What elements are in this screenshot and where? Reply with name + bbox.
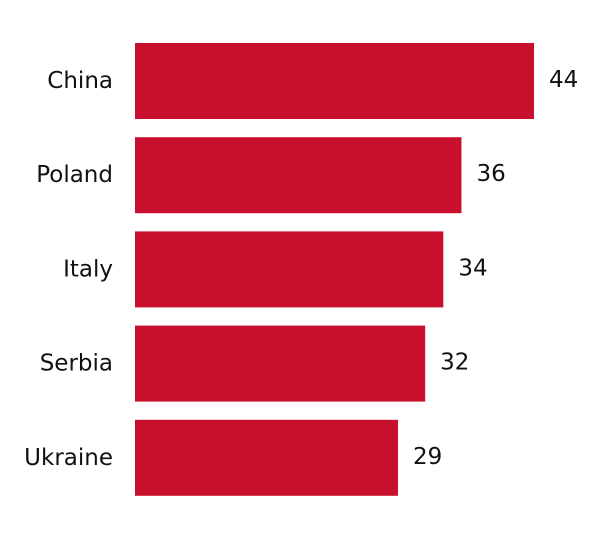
value-label-ukraine: 29 bbox=[413, 444, 442, 470]
category-label-china: China bbox=[47, 68, 113, 94]
bar-ukraine bbox=[135, 419, 398, 496]
value-labels: 44 36 34 32 29 bbox=[413, 67, 578, 470]
bar-poland bbox=[135, 137, 462, 214]
value-label-italy: 34 bbox=[458, 255, 487, 281]
category-label-serbia: Serbia bbox=[40, 351, 113, 377]
bar-china bbox=[135, 43, 534, 119]
value-label-poland: 36 bbox=[476, 161, 505, 187]
value-label-china: 44 bbox=[549, 67, 578, 93]
bars-group bbox=[135, 43, 534, 496]
value-label-serbia: 32 bbox=[440, 350, 469, 376]
category-label-italy: Italy bbox=[63, 256, 113, 282]
category-labels: China Poland Italy Serbia Ukraine bbox=[24, 68, 113, 471]
category-label-poland: Poland bbox=[36, 162, 113, 188]
category-label-ukraine: Ukraine bbox=[24, 445, 113, 471]
bar-italy bbox=[135, 231, 444, 308]
bar-serbia bbox=[135, 325, 426, 402]
